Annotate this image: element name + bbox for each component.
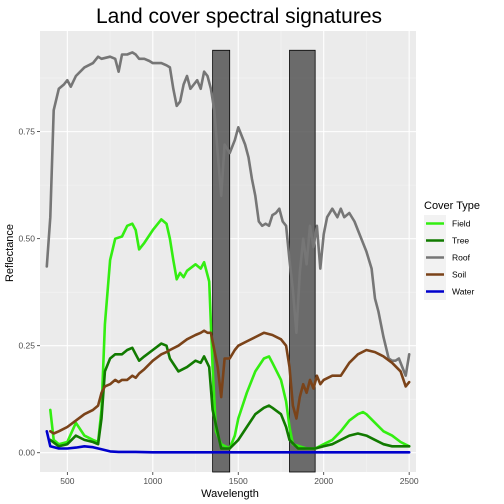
series-line-soil — [49, 329, 411, 435]
series-line-field — [49, 218, 411, 450]
legend-label-soil: Soil — [452, 270, 466, 280]
legend-title: Cover Type — [424, 200, 480, 212]
x-axis: 500 1000 1500 2000 2500 — [60, 472, 419, 486]
y-axis-title: Reflectance — [4, 224, 16, 282]
y-tick-label: 0.00 — [18, 448, 35, 458]
legend-label-water: Water — [452, 287, 475, 297]
legend-label-field: Field — [452, 219, 471, 229]
x-tick-label: 500 — [60, 476, 74, 486]
x-tick-label: 1000 — [143, 476, 162, 486]
legend-label-roof: Roof — [452, 253, 471, 263]
y-tick-label: 0.75 — [18, 127, 35, 137]
legend-items: Field Tree Roof Soil Water — [424, 215, 475, 300]
y-axis: 0.00 0.25 0.50 0.75 — [18, 127, 40, 458]
x-tick-label: 2500 — [400, 476, 419, 486]
series-layer — [45, 51, 411, 454]
y-tick-label: 0.50 — [18, 234, 35, 244]
y-tick-label: 0.25 — [18, 341, 35, 351]
series-line-roof — [45, 51, 411, 377]
series-line-tree — [49, 342, 411, 450]
legend: Cover Type Field Tree Roof Soil Water — [424, 200, 480, 300]
x-tick-label: 2000 — [314, 476, 333, 486]
chart-title: Land cover spectral signatures — [96, 5, 382, 28]
x-axis-title: Wavelength — [201, 488, 259, 500]
legend-label-tree: Tree — [452, 236, 469, 246]
x-tick-label: 1500 — [229, 476, 248, 486]
series-line-water — [45, 430, 411, 454]
